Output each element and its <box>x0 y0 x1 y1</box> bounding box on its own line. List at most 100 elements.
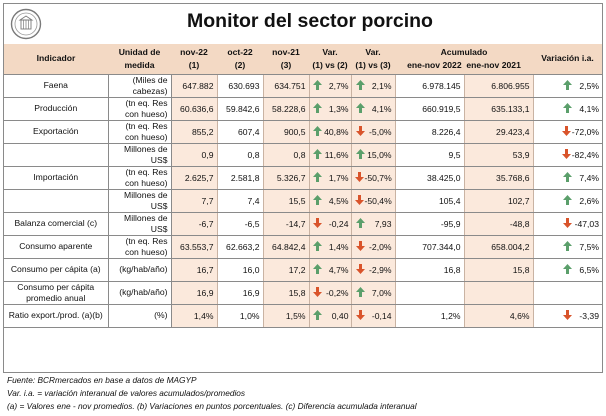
arrow-up-icon <box>563 103 573 114</box>
table-row: Millones de US$ 0,9 0,8 0,8 11,6% 15,0% 9,5 53,9… <box>4 143 602 167</box>
table-row: Balanza comercial (c) Millones de US$ -6,7-… <box>4 212 602 236</box>
cell-acum-2021: -48,8 <box>464 212 534 236</box>
cell-var12: 4,7% <box>309 258 352 282</box>
cell-oct22: 1,0% <box>217 304 264 328</box>
cell-var13: -50,4% <box>351 189 396 213</box>
table-row: Consumo aparente (tn eq. Res con hueso) 63.… <box>4 235 602 259</box>
cell-via: -3,39 <box>533 304 602 328</box>
cell-indicador: Consumo per cápita promedio anual <box>4 281 109 305</box>
cell-oct22: 16,0 <box>217 258 264 282</box>
cell-unidad: (%) <box>108 304 172 328</box>
cell-acum-2022: 1,2% <box>395 304 465 328</box>
cell-via: 4,1% <box>533 97 602 121</box>
table-row: Ratio export./prod. (a)(b) (%) 1,4% 1,0% 1,5… <box>4 304 602 328</box>
arrow-up-icon <box>563 241 573 252</box>
cell-nov22: 0,9 <box>171 143 218 167</box>
cell-acum-2021: 4,6% <box>464 304 534 328</box>
cell-acum-2021: 658.004,2 <box>464 235 534 259</box>
note-var-ia: Var. i.a. = variación interanual de valo… <box>7 388 246 398</box>
arrow-up-icon <box>312 241 323 252</box>
arrow-up-icon <box>355 218 366 229</box>
arrow-down-icon <box>354 195 365 206</box>
arrow-up-icon <box>563 195 573 206</box>
cell-unidad: Millones de US$ <box>108 189 172 213</box>
cell-acum-2021: 102,7 <box>464 189 534 213</box>
cell-unidad: Millones de US$ <box>108 143 172 167</box>
cell-oct22: 62.663,2 <box>217 235 264 259</box>
cell-indicador <box>4 189 109 213</box>
cell-nov22: 647.882 <box>171 74 218 98</box>
cell-acum-2021: 53,9 <box>464 143 534 167</box>
cell-nov22: 855,2 <box>171 120 218 144</box>
unit-line: con hueso) <box>124 177 168 188</box>
cell-nov21: 17,2 <box>263 258 310 282</box>
cell-var13: 4,1% <box>351 97 396 121</box>
cell-indicador: Balanza comercial (c) <box>4 212 109 236</box>
arrow-up-icon <box>312 195 323 206</box>
cell-indicador <box>4 143 109 167</box>
monitor-table: Indicador Unidad de medida nov-22 (1) oct-… <box>4 44 602 328</box>
col-header-indicador: Indicador <box>4 44 108 75</box>
cell-nov21: 58.228,6 <box>263 97 310 121</box>
note-legend: (a) = Valores ene - nov promedios. (b) V… <box>7 401 417 411</box>
unit-line: (tn eq. Res <box>125 166 168 177</box>
unit-line: (%) <box>154 310 168 320</box>
cell-nov21: 64.842,4 <box>263 235 310 259</box>
cell-unidad: (tn eq. Res con hueso) <box>108 120 172 144</box>
cell-indicador: Producción <box>4 97 109 121</box>
col-header-nov22: nov-22 (1) <box>171 44 217 75</box>
cell-acum-2022: 9,5 <box>395 143 465 167</box>
cell-acum-2022: 8.226,4 <box>395 120 465 144</box>
cell-var13: -5,0% <box>351 120 396 144</box>
cell-indicador: Ratio export./prod. (a)(b) <box>4 304 109 328</box>
arrow-down-icon <box>354 172 365 183</box>
arrow-up-icon <box>312 80 323 91</box>
cell-acum-2021: 635.133,1 <box>464 97 534 121</box>
arrow-up-icon <box>355 149 366 160</box>
unit-line: (tn eq. Res <box>125 97 168 108</box>
table-row: Exportación (tn eq. Res con hueso) 855,2 607… <box>4 120 602 144</box>
circular-seal-logo <box>10 8 42 40</box>
cell-var12: -0,2% <box>309 281 352 305</box>
cell-acum-2021: 29.423,4 <box>464 120 534 144</box>
col-header-unidad: Unidad de medida <box>108 44 171 75</box>
cell-nov22: 60.636,6 <box>171 97 218 121</box>
note-fuente: Fuente: BCRmercados en base a datos de M… <box>7 375 197 385</box>
unit-line: (tn eq. Res <box>125 235 168 246</box>
cell-oct22: 0,8 <box>217 143 264 167</box>
cell-via: -47,03 <box>533 212 602 236</box>
unit-line: con hueso) <box>124 108 168 119</box>
table-row: Faena (Miles de cabezas) 647.882 630.693 634.… <box>4 74 602 98</box>
report-frame <box>3 3 603 373</box>
cell-var12: 11,6% <box>309 143 352 167</box>
cell-acum-2021: 6.806.955 <box>464 74 534 98</box>
cell-acum-2022: -95,9 <box>395 212 465 236</box>
unit-line: (tn eq. Res <box>125 120 168 131</box>
cell-nov22: -6,7 <box>171 212 218 236</box>
footnotes: Fuente: BCRmercados en base a datos de M… <box>7 374 417 413</box>
cell-via: -72,0% <box>533 120 602 144</box>
cell-oct22: 2.581,8 <box>217 166 264 190</box>
cell-var12: 1,7% <box>309 166 352 190</box>
cell-nov21: 1,5% <box>263 304 310 328</box>
cell-acum-2022: 38.425,0 <box>395 166 465 190</box>
cell-via: 2,6% <box>533 189 602 213</box>
arrow-down-icon <box>312 218 323 229</box>
arrow-down-icon <box>312 287 323 298</box>
unit-line: (kg/hab/año) <box>119 264 168 274</box>
cell-unidad: (Miles de cabezas) <box>108 74 172 98</box>
cell-via: 2,5% <box>533 74 602 98</box>
cell-nov21: 900,5 <box>263 120 310 144</box>
unit-line: US$ <box>150 200 168 211</box>
cell-var13: 2,1% <box>351 74 396 98</box>
cell-acum-2021 <box>464 281 534 305</box>
page-title: Monitor del sector porcino <box>187 10 433 32</box>
cell-acum-2022: 660.919,5 <box>395 97 465 121</box>
cell-via <box>533 281 602 305</box>
arrow-down-icon <box>355 126 366 137</box>
arrow-up-icon <box>312 103 323 114</box>
arrow-up-icon <box>312 264 323 275</box>
header-row: Indicador Unidad de medida nov-22 (1) oct-… <box>4 44 602 75</box>
cell-var13: 7,0% <box>351 281 396 305</box>
cell-var12: -0,24 <box>309 212 352 236</box>
